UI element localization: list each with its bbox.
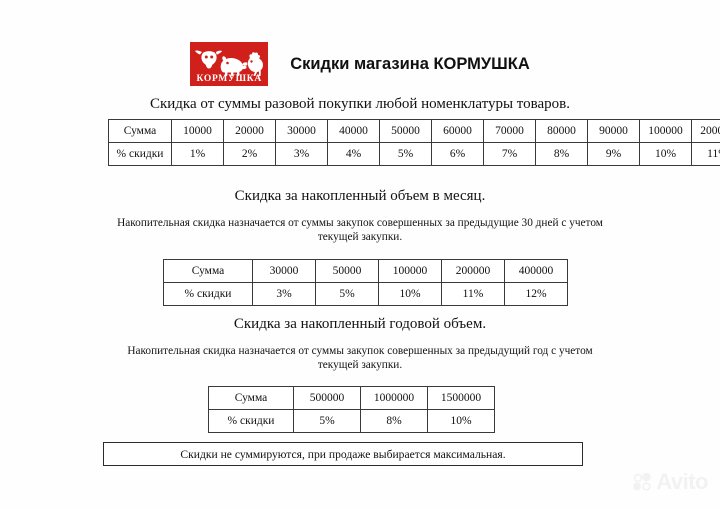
cell-amount: 50000	[379, 119, 432, 143]
section-heading-yearly-volume: Скидка за накопленный годовой объем.	[233, 316, 487, 332]
logo-brand-text: КОРМУШКА	[196, 74, 262, 84]
cell-amount: 90000	[587, 119, 640, 143]
cell-amount: 200000	[691, 119, 720, 143]
avito-dots-icon	[633, 472, 652, 491]
document-header: КОРМУШКА Скидки магазина КОРМУШКА	[0, 42, 720, 86]
row-label-summa: Сумма	[108, 119, 172, 143]
cell-discount: 5%	[379, 142, 432, 166]
table-row: Сумма 500000 1000000 1500000	[208, 386, 495, 410]
row-label-discount: % скидки	[208, 409, 294, 433]
avito-watermark: Avito	[633, 471, 708, 493]
cell-amount: 200000	[441, 259, 505, 283]
cell-amount: 30000	[252, 259, 316, 283]
cell-discount: 11%	[691, 142, 720, 166]
cell-amount: 1000000	[360, 386, 428, 410]
cell-amount: 50000	[315, 259, 379, 283]
cell-discount: 9%	[587, 142, 640, 166]
cell-discount: 8%	[360, 409, 428, 433]
discount-table-yearly-volume: Сумма 500000 1000000 1500000 % скидки 5%…	[208, 386, 495, 433]
cell-discount: 10%	[378, 282, 442, 306]
cell-discount: 7%	[483, 142, 536, 166]
cell-amount: 400000	[504, 259, 568, 283]
cell-discount: 6%	[431, 142, 484, 166]
footer-note-box: Скидки не суммируются, при продаже выбир…	[103, 442, 583, 466]
farm-animals-icon	[195, 50, 264, 76]
cell-amount: 10000	[171, 119, 224, 143]
cell-amount: 70000	[483, 119, 536, 143]
cell-amount: 100000	[639, 119, 692, 143]
cell-amount: 30000	[275, 119, 328, 143]
cell-discount: 10%	[427, 409, 495, 433]
cell-amount: 500000	[293, 386, 361, 410]
cell-amount: 1500000	[427, 386, 495, 410]
avito-watermark-text: Avito	[656, 469, 708, 494]
section-note-monthly-volume: Накопительная скидка назначается от сумм…	[117, 217, 603, 243]
cell-discount: 3%	[252, 282, 316, 306]
table-row: % скидки 5% 8% 10%	[208, 409, 495, 433]
section-heading-single-purchase: Скидка от суммы разовой покупки любой но…	[149, 96, 571, 112]
section-heading-monthly-volume: Скидка за накопленный объем в месяц.	[234, 188, 486, 204]
table-row: % скидки 3% 5% 10% 11% 12%	[163, 282, 568, 306]
table-row: % скидки 1% 2% 3% 4% 5% 6% 7% 8% 9% 10% …	[108, 142, 720, 166]
table-row: Сумма 30000 50000 100000 200000 400000	[163, 259, 568, 283]
section-note-yearly-volume: Накопительная скидка назначается от сумм…	[127, 345, 593, 371]
footer-note-text: Скидки не суммируются, при продаже выбир…	[180, 447, 506, 461]
cell-discount: 1%	[171, 142, 224, 166]
cell-discount: 10%	[639, 142, 692, 166]
cell-discount: 3%	[275, 142, 328, 166]
cell-discount: 5%	[315, 282, 379, 306]
table-row: Сумма 10000 20000 30000 40000 50000 6000…	[108, 119, 720, 143]
row-label-discount: % скидки	[108, 142, 172, 166]
discount-table-monthly-volume: Сумма 30000 50000 100000 200000 400000 %…	[163, 259, 568, 306]
discount-table-single-purchase: Сумма 10000 20000 30000 40000 50000 6000…	[108, 119, 720, 166]
cell-amount: 100000	[378, 259, 442, 283]
row-label-discount: % скидки	[163, 282, 253, 306]
kormushka-logo: КОРМУШКА	[190, 42, 269, 86]
cell-discount: 8%	[535, 142, 588, 166]
row-label-summa: Сумма	[208, 386, 294, 410]
cell-amount: 20000	[223, 119, 276, 143]
cell-discount: 2%	[223, 142, 276, 166]
row-label-summa: Сумма	[163, 259, 253, 283]
page-title: Скидки магазина КОРМУШКА	[290, 54, 530, 73]
cell-discount: 4%	[327, 142, 380, 166]
cell-discount: 12%	[504, 282, 568, 306]
cell-amount: 40000	[327, 119, 380, 143]
cell-discount: 5%	[293, 409, 361, 433]
cell-discount: 11%	[441, 282, 505, 306]
cell-amount: 80000	[535, 119, 588, 143]
cell-amount: 60000	[431, 119, 484, 143]
